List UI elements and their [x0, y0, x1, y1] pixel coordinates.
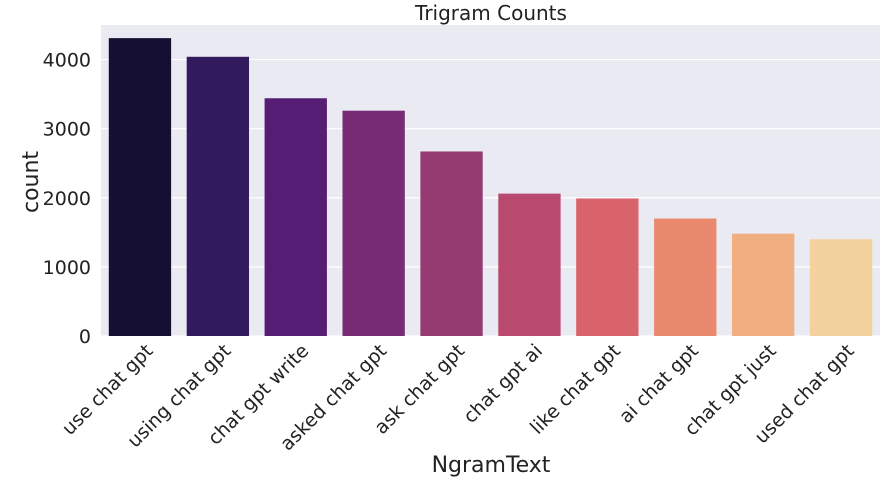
- y-tick-label: 2000: [43, 188, 91, 210]
- bars: [108, 38, 873, 337]
- chart-title: Trigram Counts: [414, 1, 567, 25]
- y-tick-labels: 0 1000 2000 3000 4000: [43, 50, 91, 348]
- bar-9: [809, 239, 873, 336]
- y-tick-label: 3000: [43, 119, 91, 141]
- bar-7: [654, 218, 717, 336]
- bar-3: [342, 110, 405, 336]
- bar-6: [576, 198, 639, 336]
- bar-5: [498, 193, 561, 336]
- y-tick-label: 1000: [43, 257, 91, 279]
- bar-2: [264, 98, 327, 336]
- bar-8: [731, 233, 795, 336]
- x-axis-label: NgramText: [432, 453, 551, 478]
- bar-4: [420, 151, 483, 336]
- y-tick-label: 0: [79, 326, 91, 348]
- y-tick-label: 4000: [43, 50, 91, 72]
- bar-0: [108, 38, 172, 337]
- y-axis-label: count: [19, 151, 44, 213]
- bar-1: [186, 56, 250, 337]
